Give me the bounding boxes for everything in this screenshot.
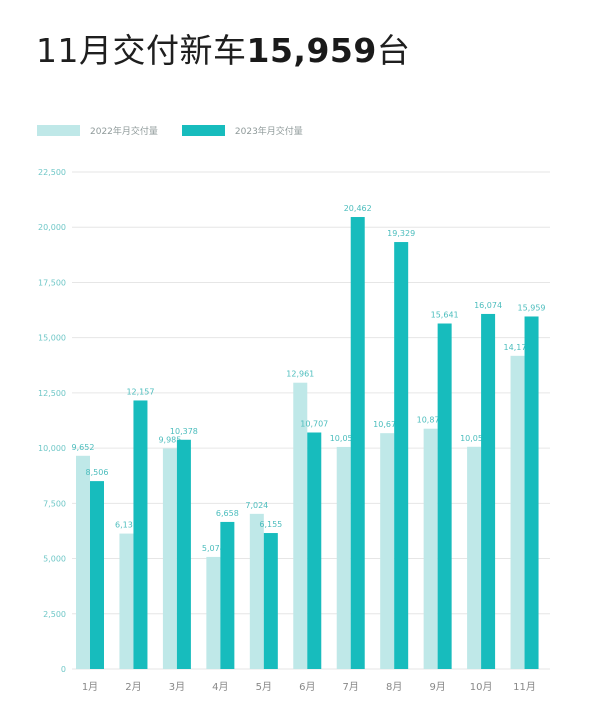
data-label-2022: 12,961 — [286, 370, 314, 379]
data-label-2022: 7,024 — [245, 501, 268, 510]
x-tick-label: 9月 — [429, 681, 445, 693]
legend-swatch-2023 — [181, 125, 225, 136]
data-label-2022: 10,052 — [330, 434, 358, 443]
data-label-2023: 8,506 — [86, 468, 109, 477]
bar-2022 — [510, 355, 525, 669]
y-tick-label: 0 — [61, 665, 66, 674]
legend-item-2022: 2022年月交付量 — [37, 124, 158, 137]
x-tick-label: 4月 — [212, 681, 228, 693]
data-label-2022: 6,131 — [115, 521, 138, 530]
bar-2022 — [162, 448, 177, 669]
x-tick-label: 1月 — [82, 681, 98, 693]
bar-2022 — [293, 382, 308, 669]
data-label-2022: 9,985 — [158, 435, 181, 444]
chart-legend: 2022年月交付量 2023年月交付量 — [37, 124, 327, 137]
bar-2023 — [90, 481, 104, 669]
data-label-2022: 10,059 — [460, 434, 488, 443]
title-prefix: 11月交付新车 — [36, 31, 247, 70]
page-title: 11月交付新车15,959台 — [36, 24, 410, 72]
bar-2023 — [220, 521, 235, 669]
legend-label-2023: 2023年月交付量 — [234, 127, 303, 137]
x-tick-label: 3月 — [169, 681, 185, 693]
bar-2023 — [307, 432, 322, 669]
bar-2022 — [380, 433, 395, 669]
y-tick-label: 20,000 — [38, 223, 66, 232]
x-tick-label: 7月 — [343, 681, 359, 693]
data-label-2023: 15,641 — [431, 311, 459, 320]
data-label-2022: 10,878 — [417, 416, 445, 425]
legend-label-2022: 2022年月交付量 — [90, 127, 158, 137]
y-tick-label: 17,500 — [38, 278, 66, 287]
bar-2022 — [336, 446, 351, 669]
bar-2023 — [133, 400, 148, 669]
data-label-2023: 16,074 — [474, 301, 502, 310]
data-label-2023: 6,658 — [216, 509, 239, 518]
y-tick-label: 22,500 — [38, 168, 66, 177]
x-tick-label: 2月 — [125, 681, 141, 693]
data-label-2023: 12,157 — [126, 387, 154, 396]
bar-2023 — [394, 242, 409, 669]
bar-2023 — [481, 313, 496, 669]
bar-2022 — [119, 533, 134, 669]
x-tick-label: 8月 — [386, 681, 402, 693]
x-tick-label: 5月 — [256, 681, 272, 693]
data-label-2023: 6,155 — [259, 520, 282, 529]
bar-2022 — [467, 446, 482, 669]
x-tick-label: 10月 — [470, 681, 493, 693]
data-label-2023: 10,378 — [170, 427, 198, 436]
bar-2022 — [249, 513, 264, 669]
data-label-2022: 9,652 — [72, 443, 95, 452]
bar-2023 — [176, 439, 191, 669]
data-label-2022: 5,074 — [202, 544, 225, 553]
legend-item-2023: 2023年月交付量 — [181, 124, 303, 137]
bar-2022 — [206, 556, 221, 669]
y-tick-label: 15,000 — [38, 334, 66, 343]
data-label-2023: 10,707 — [300, 419, 328, 428]
y-tick-label: 12,500 — [38, 389, 66, 398]
data-label-2023: 15,959 — [518, 303, 546, 312]
data-label-2022: 10,677 — [373, 420, 401, 429]
x-tick-label: 11月 — [513, 681, 536, 693]
bar-2023 — [350, 217, 365, 669]
bar-2022 — [76, 455, 90, 669]
y-tick-label: 2,500 — [43, 610, 66, 619]
bar-2023 — [437, 323, 452, 669]
data-label-2022: 14,178 — [504, 343, 532, 352]
data-label-2023: 19,329 — [387, 229, 415, 238]
title-number: 15,959 — [246, 31, 377, 70]
y-tick-label: 7,500 — [43, 499, 66, 508]
y-tick-label: 5,000 — [43, 555, 66, 564]
data-label-2023: 20,462 — [344, 204, 372, 213]
title-suffix: 台 — [376, 31, 411, 70]
bar-2023 — [524, 316, 539, 669]
x-tick-label: 6月 — [299, 681, 315, 693]
legend-swatch-2022 — [37, 125, 80, 136]
y-tick-label: 10,000 — [38, 444, 66, 453]
bar-2023 — [263, 533, 278, 669]
bar-2022 — [423, 428, 438, 669]
